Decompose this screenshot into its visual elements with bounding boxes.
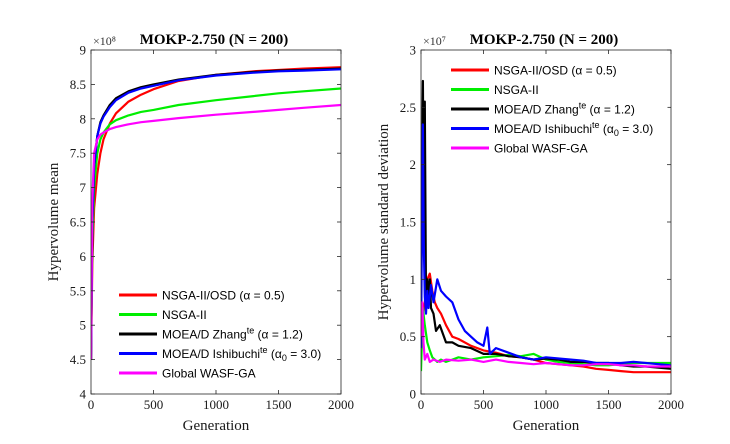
y-exponent: ×10⁸	[93, 34, 116, 48]
y-tick-label: 7	[80, 180, 87, 195]
x-tick-label: 0	[418, 397, 425, 412]
y-tick-label: 6	[80, 249, 87, 264]
chart-title: MOKP-2.750 (N = 200)	[470, 32, 619, 48]
legend-label: Global WASF-GA	[494, 142, 588, 156]
x-tick-label: 500	[144, 397, 164, 412]
x-tick-label: 1000	[203, 397, 229, 412]
y-tick-label: 9	[80, 43, 87, 58]
series-group	[91, 66, 341, 360]
y-tick-label: 8.5	[70, 77, 86, 92]
x-tick-label: 1500	[596, 397, 622, 412]
series-line-4	[421, 301, 671, 368]
legend-label: Global WASF-GA	[162, 367, 256, 381]
y-tick-label: 3	[410, 43, 417, 58]
y-tick-label: 1.5	[400, 215, 416, 230]
x-tick-label: 1000	[533, 397, 559, 412]
legend-label: MOEA/D Zhangte (α = 1.2)	[162, 326, 303, 342]
x-axis-label: Generation	[513, 418, 580, 434]
x-tick-label: 2000	[658, 397, 684, 412]
series-line-3	[421, 123, 671, 367]
legend-label: MOEA/D Zhangte (α = 1.2)	[494, 101, 635, 117]
chart-title: MOKP-2.750 (N = 200)	[140, 32, 289, 48]
y-tick-label: 8	[80, 111, 87, 126]
legend-label: NSGA-II/OSD (α = 0.5)	[162, 289, 285, 303]
std-panel: 0 500 1000 1500 2000 0 0.5 1 1.5 2 2.5 3 ×10⁷ MOKP-2.…	[376, 32, 684, 434]
series-line-4	[91, 103, 341, 360]
legend: NSGA-II/OSD (α = 0.5) NSGA-II MOEA/D Zhang…	[444, 59, 668, 159]
y-tick-label: 0	[410, 387, 417, 402]
y-tick-label: 2.5	[400, 100, 416, 115]
mean-panel: 0 500 1000 1500 2000 4 4.5 5 5.5 6 6.5 7 7.5 8 8.5 9 ×10…	[46, 32, 354, 434]
series-group	[421, 79, 671, 374]
x-tick-label: 0	[88, 397, 95, 412]
y-tick-label: 4	[80, 387, 87, 402]
y-tick-label: 5.5	[70, 283, 86, 298]
legend: NSGA-II/OSD (α = 0.5) NSGA-II MOEA/D Zhang…	[112, 284, 337, 384]
series-line-1	[91, 87, 341, 360]
y-axis-label: Hypervolume mean	[46, 162, 62, 281]
y-tick-label: 2	[410, 157, 417, 172]
y-tick-label: 1	[410, 272, 417, 287]
x-tick-label: 500	[474, 397, 494, 412]
y-axis-label: Hypervolume standard deviation	[376, 123, 392, 320]
legend-label: MOEA/D Ishibuchite (α0 = 3.0)	[162, 345, 321, 363]
x-tick-label: 2000	[328, 397, 354, 412]
legend-label: NSGA-II/OSD (α = 0.5)	[494, 64, 617, 78]
y-tick-label: 5	[80, 318, 87, 333]
y-tick-label: 0.5	[400, 329, 416, 344]
legend-label: NSGA-II	[494, 83, 539, 97]
y-tick-label: 4.5	[70, 352, 86, 367]
x-axis-label: Generation	[183, 418, 250, 434]
x-tick-label: 1500	[266, 397, 292, 412]
legend-label: NSGA-II	[162, 308, 207, 322]
legend-label: MOEA/D Ishibuchite (α0 = 3.0)	[494, 120, 653, 138]
y-tick-label: 6.5	[70, 215, 86, 230]
y-exponent: ×10⁷	[423, 34, 446, 48]
y-tick-label: 7.5	[70, 146, 86, 161]
